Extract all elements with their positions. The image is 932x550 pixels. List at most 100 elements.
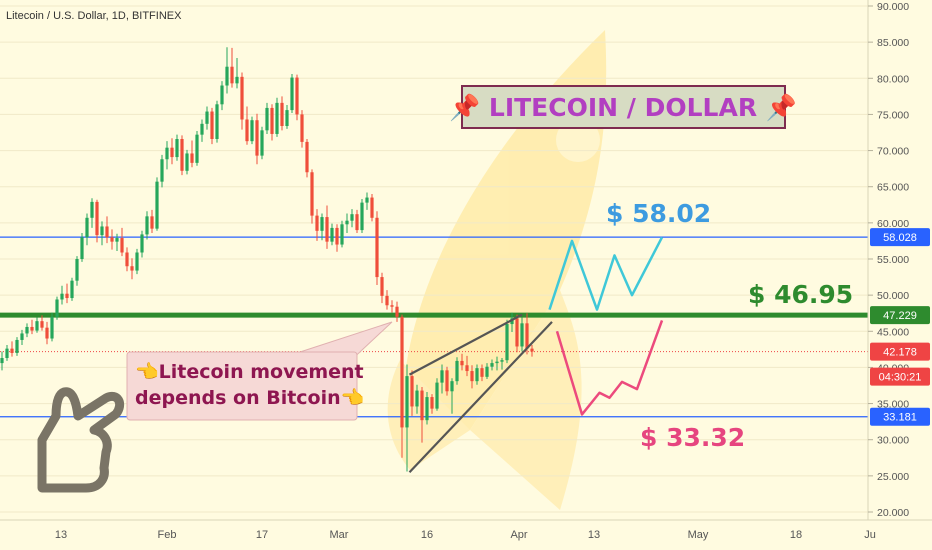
candle-body (65, 293, 69, 299)
candle (415, 384, 419, 414)
candle-body (470, 371, 474, 382)
last-level-tag-label: 42.178 (883, 347, 917, 359)
candle (155, 177, 159, 231)
candle (125, 247, 129, 272)
candle-body (435, 382, 439, 409)
candle-body (260, 130, 264, 156)
bearish-projection-path (555, 320, 664, 416)
candle (20, 329, 24, 346)
candle-body (175, 139, 179, 158)
candle-body (25, 326, 29, 334)
candle (280, 96, 284, 131)
candle (185, 149, 189, 175)
time-axis-labels: 13 Feb 17 Mar 16 Apr 13 May 18 Ju (55, 529, 876, 541)
candle (265, 102, 269, 134)
candle (470, 365, 474, 389)
x-tick-label: 13 (588, 529, 600, 541)
support-level-tag (870, 407, 930, 426)
candle (410, 370, 414, 416)
y-tick-label: 85.000 (877, 37, 909, 49)
callout-line-1: 👈Litecoin movement (135, 361, 364, 383)
x-tick-label: Mar (330, 529, 349, 541)
candle (160, 154, 164, 188)
candle (395, 301, 399, 322)
candle-body (400, 316, 404, 428)
candle-body (265, 107, 269, 131)
candle (330, 223, 334, 246)
candle-body (235, 76, 239, 84)
candle (240, 72, 244, 130)
candle (490, 359, 494, 371)
candle (255, 113, 259, 165)
candle (515, 314, 519, 353)
candle-body (285, 110, 289, 126)
candle-body (380, 277, 384, 296)
candle (55, 296, 59, 320)
candle (175, 134, 179, 161)
candle (390, 300, 394, 313)
y-tick-label: 25.000 (877, 471, 909, 483)
candle-body (140, 234, 144, 253)
candle-body (20, 333, 24, 340)
candle (485, 363, 489, 379)
x-tick-label: 17 (256, 529, 268, 541)
bullish-projection-path (548, 236, 664, 311)
candle (425, 392, 429, 425)
y-tick-label: 65.000 (877, 182, 909, 194)
candle (0, 351, 4, 371)
candle-body (215, 104, 219, 140)
candle (495, 356, 499, 371)
y-tick-label: 70.000 (877, 146, 909, 158)
candle-body (30, 326, 34, 331)
candle (130, 258, 134, 280)
candle-body (100, 226, 104, 236)
resistance-level-tag-label: 58.028 (883, 232, 917, 244)
candle-body (130, 266, 134, 271)
candle-body (485, 366, 489, 377)
candle (95, 199, 99, 243)
candle (365, 192, 369, 210)
candle-body (500, 360, 504, 362)
callout-box: 👈Litecoin movement depends on Bitcoin👈 (126, 321, 393, 421)
candle (420, 386, 424, 443)
wedge-upper-line (408, 313, 523, 376)
candle-body (310, 172, 314, 216)
x-tick-label: 13 (55, 529, 67, 541)
candle (135, 248, 139, 275)
candle-body (450, 381, 454, 392)
candle-body (455, 360, 459, 382)
candle (65, 283, 69, 304)
y-tick-label: 45.000 (877, 326, 909, 338)
candle-body (415, 390, 419, 407)
candle-body (0, 358, 4, 364)
candle (380, 272, 384, 304)
candle (150, 209, 154, 233)
candle-body (385, 295, 389, 306)
candle-body (245, 119, 249, 142)
candle (50, 312, 54, 342)
callout-line-2: depends on Bitcoin👈 (135, 387, 364, 409)
y-tick-label: 60.000 (877, 218, 909, 230)
candle (260, 126, 264, 160)
candle (200, 119, 204, 142)
candle (110, 229, 114, 250)
candle (345, 213, 349, 233)
symbol-title: Litecoin / U.S. Dollar, 1D, BITFINEX (6, 10, 182, 22)
candle (290, 73, 294, 113)
candle (435, 378, 439, 411)
candle-body (120, 238, 124, 253)
candle (215, 100, 219, 143)
candle-body (335, 227, 339, 245)
x-tick-label: 18 (790, 529, 802, 541)
candle-body (480, 368, 484, 377)
candle (170, 138, 174, 165)
y-tick-label: 80.000 (877, 73, 909, 85)
candle (450, 378, 454, 414)
price-axis-labels: 20.00025.00030.00035.00040.00045.00050.0… (868, 1, 909, 519)
candle (60, 285, 64, 305)
candle (360, 199, 364, 233)
candle-body (170, 147, 174, 158)
time-axis-panel (0, 520, 932, 550)
candle-body (35, 321, 39, 331)
wedge-lower-line (408, 321, 553, 473)
